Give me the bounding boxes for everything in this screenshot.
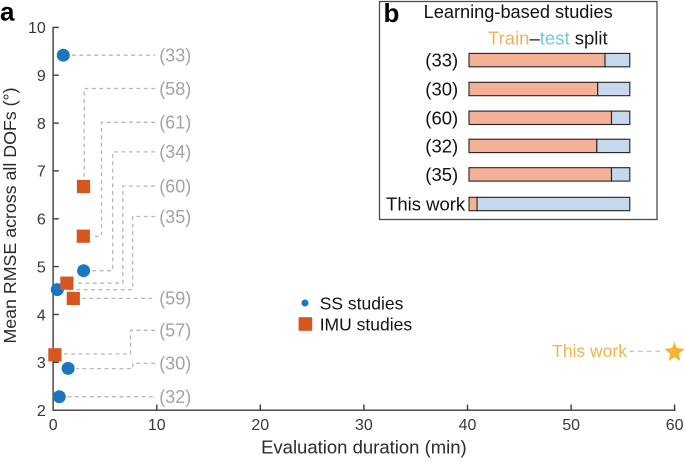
svg-text:2: 2 (37, 403, 46, 420)
svg-text:8: 8 (37, 116, 46, 133)
svg-text:3: 3 (37, 355, 46, 372)
svg-text:(59): (59) (159, 289, 191, 309)
svg-text:IMU studies: IMU studies (320, 314, 413, 334)
svg-text:7: 7 (37, 164, 46, 181)
svg-text:This work: This work (552, 341, 627, 361)
svg-text:(60): (60) (425, 107, 458, 128)
svg-text:(35): (35) (159, 207, 191, 227)
svg-text:9: 9 (37, 68, 46, 85)
svg-text:30: 30 (355, 417, 373, 434)
svg-text:10: 10 (28, 20, 46, 37)
svg-text:(34): (34) (159, 142, 191, 162)
svg-text:6: 6 (37, 212, 46, 229)
svg-text:50: 50 (562, 417, 580, 434)
svg-text:Learning-based studies: Learning-based studies (424, 2, 613, 22)
svg-text:60: 60 (666, 417, 684, 434)
svg-text:b: b (384, 0, 400, 28)
svg-text:20: 20 (251, 417, 269, 434)
svg-text:(32): (32) (159, 387, 191, 407)
svg-text:Evaluation duration (min): Evaluation duration (min) (261, 436, 467, 457)
svg-text:0: 0 (49, 417, 58, 434)
svg-text:This work: This work (386, 194, 466, 215)
svg-text:(60): (60) (159, 176, 191, 196)
svg-text:4: 4 (37, 307, 46, 324)
svg-text:(33): (33) (159, 46, 191, 66)
svg-text:(32): (32) (425, 136, 458, 157)
svg-text:10: 10 (148, 417, 166, 434)
svg-text:(35): (35) (425, 164, 458, 185)
svg-text:(57): (57) (159, 321, 191, 341)
svg-text:5: 5 (37, 259, 46, 276)
svg-text:a: a (0, 0, 15, 27)
svg-text:SS studies: SS studies (320, 293, 404, 313)
svg-text:(58): (58) (159, 79, 191, 99)
svg-text:(30): (30) (159, 354, 191, 374)
svg-text:Mean RMSE across all DOFs (°): Mean RMSE across all DOFs (°) (0, 87, 20, 343)
svg-text:(61): (61) (159, 113, 191, 133)
svg-text:Train–test split: Train–test split (488, 28, 608, 49)
svg-text:(30): (30) (425, 79, 458, 100)
svg-text:(33): (33) (425, 50, 458, 71)
svg-text:40: 40 (459, 417, 477, 434)
